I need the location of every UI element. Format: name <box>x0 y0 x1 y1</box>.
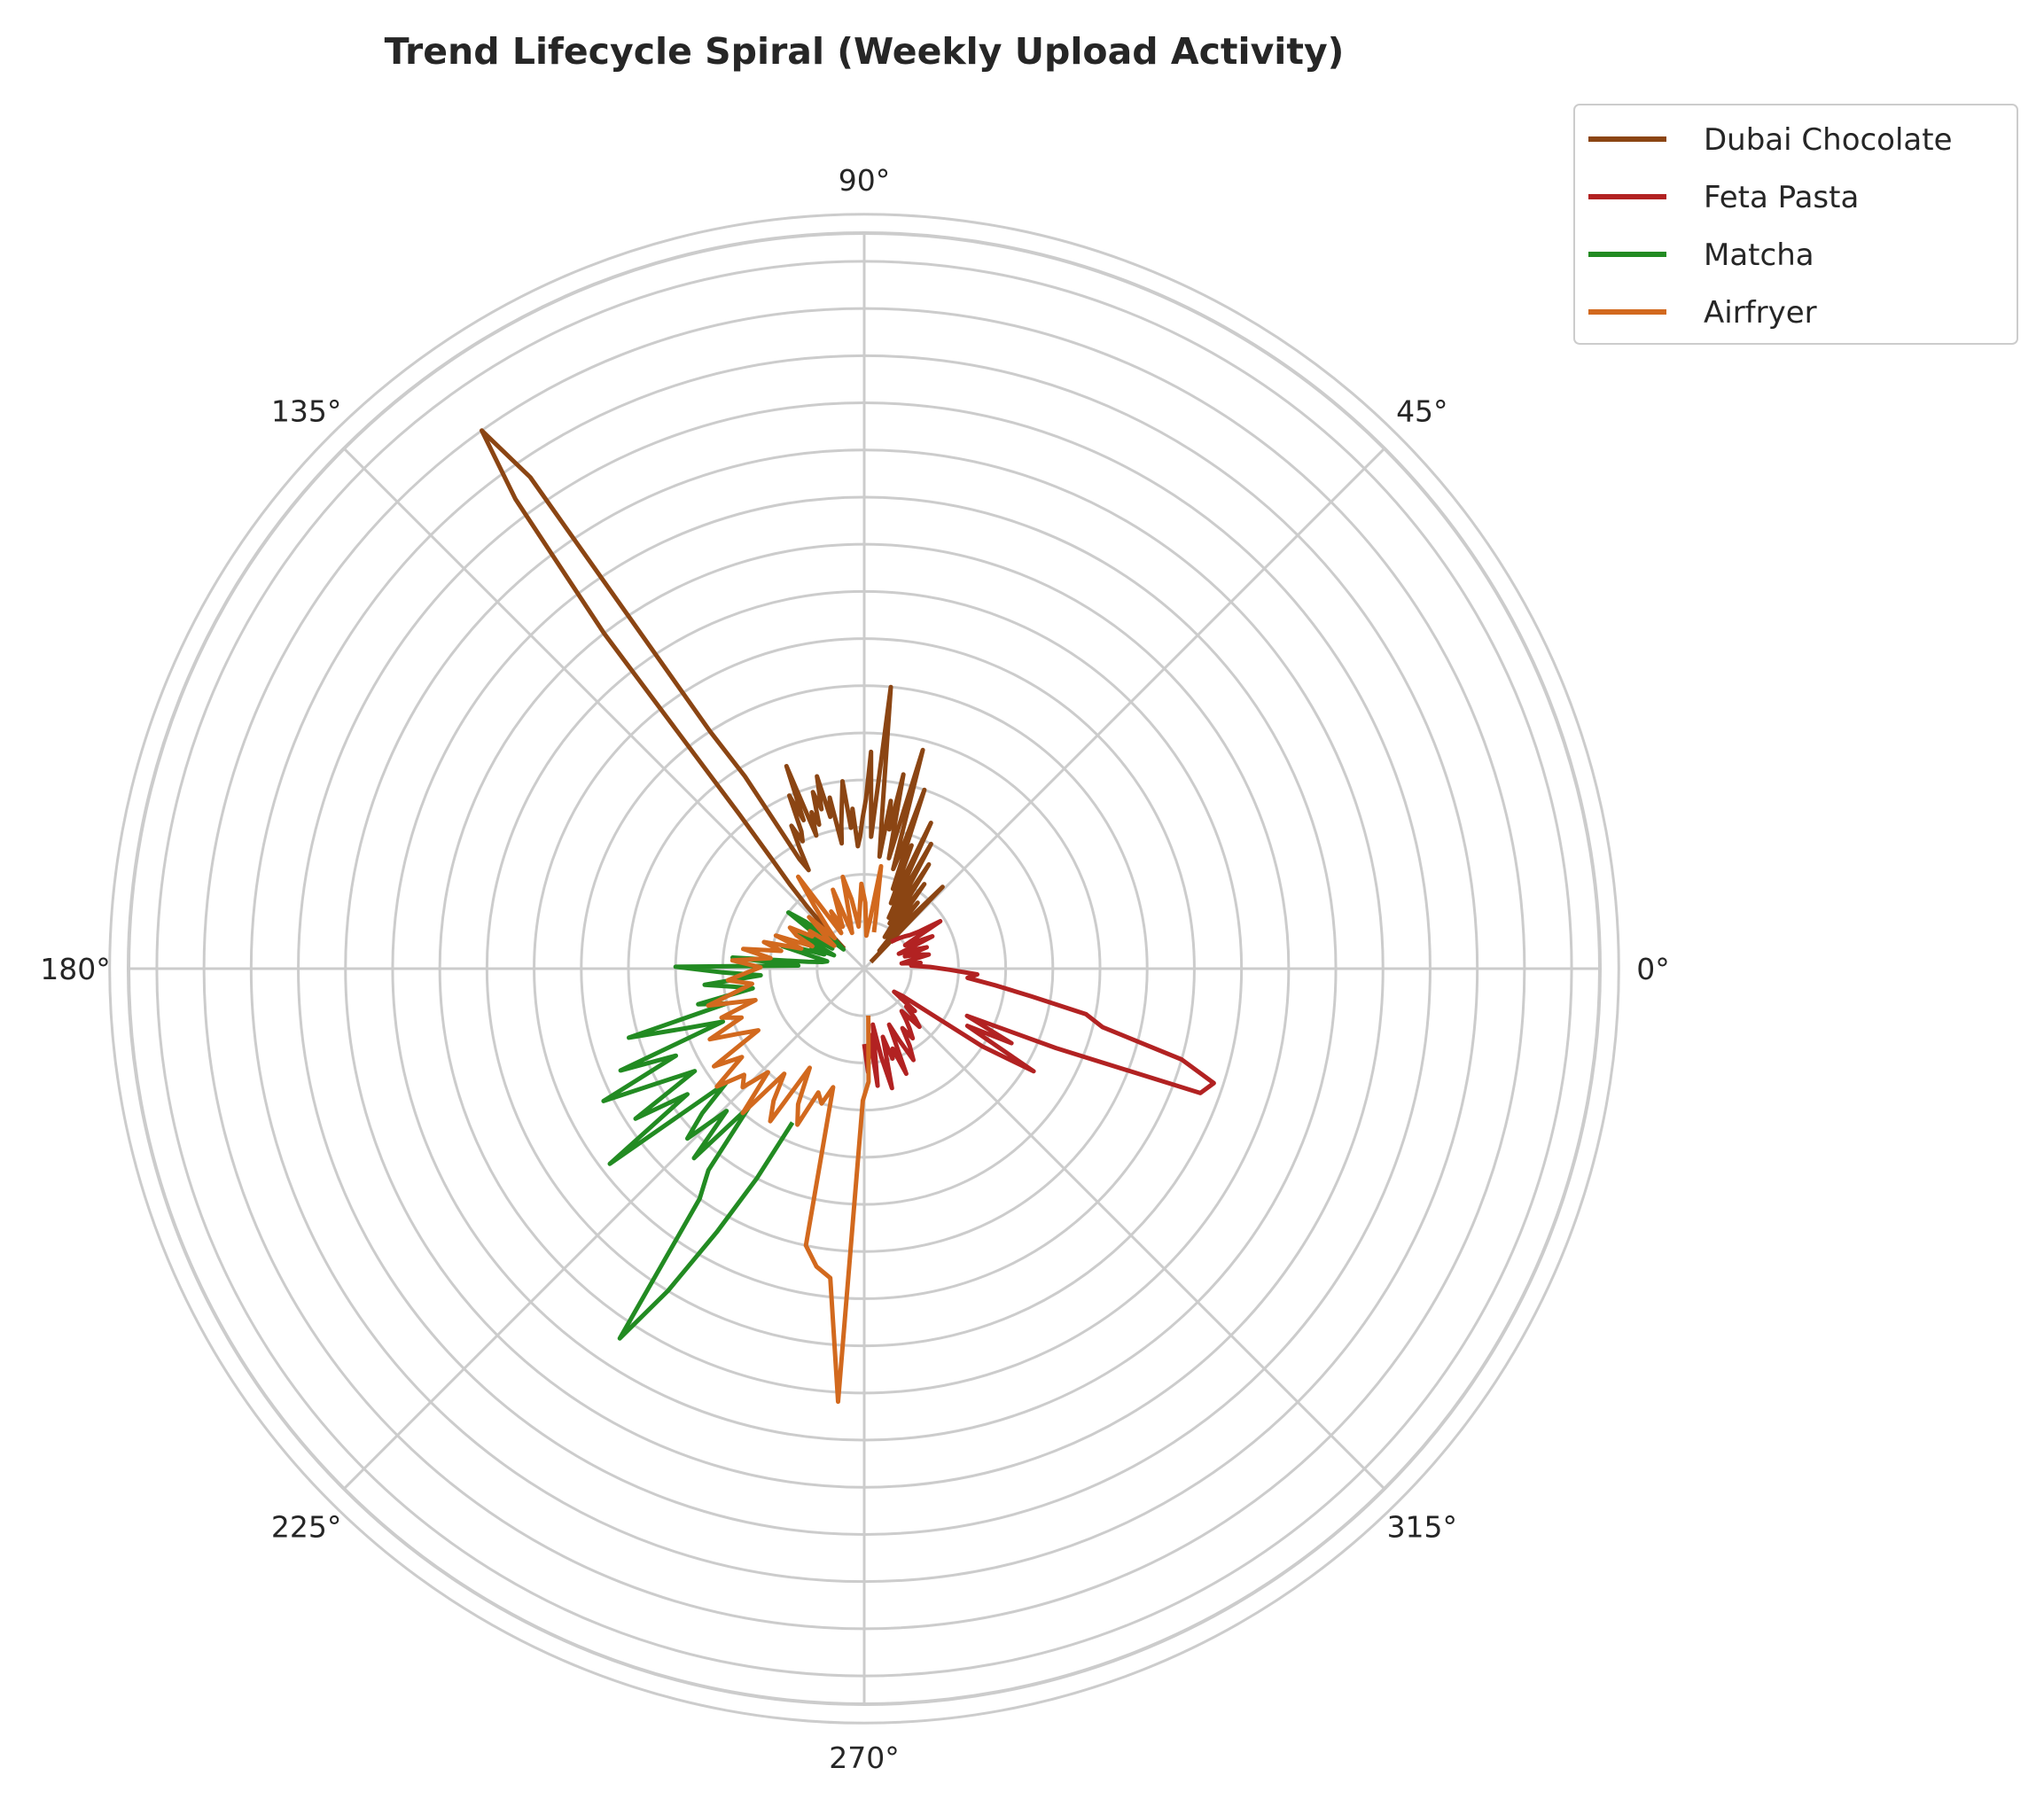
series-line <box>601 910 846 1341</box>
series-line <box>862 919 1216 1095</box>
theta-tick-label: 45° <box>1396 394 1448 429</box>
theta-tick-label: 135° <box>271 394 342 429</box>
theta-tick-label: 270° <box>829 1741 900 1775</box>
series-lines <box>480 428 1216 1405</box>
series-line <box>706 864 884 1405</box>
theta-tick-label: 0° <box>1636 952 1670 986</box>
legend-label: Airfryer <box>1704 295 1817 331</box>
grid-circle <box>108 213 1620 1725</box>
theta-tick-label: 180° <box>40 952 111 986</box>
legend-label: Feta Pasta <box>1704 180 1859 215</box>
grid-spoke <box>343 967 866 1490</box>
grid-spoke <box>343 448 866 970</box>
legend-label: Dubai Chocolate <box>1704 122 1953 158</box>
legend: Dubai Chocolate Feta Pasta Matcha Airfryer <box>1573 104 2018 345</box>
theta-tick-labels: 0° 45° 90° 135° 180° 225° 270° 315° <box>40 163 1670 1775</box>
theta-tick-label: 90° <box>839 163 891 198</box>
grid-spoke <box>862 448 1385 970</box>
polar-grid <box>108 213 1620 1725</box>
chart-title: Trend Lifecycle Spiral (Weekly Upload Ac… <box>385 30 1345 73</box>
grid-spoke <box>862 967 1385 1490</box>
series-line <box>480 428 945 964</box>
legend-label: Matcha <box>1704 238 1814 273</box>
legend-frame <box>1573 104 2018 345</box>
theta-tick-label: 225° <box>271 1509 342 1544</box>
theta-tick-label: 315° <box>1387 1509 1458 1544</box>
